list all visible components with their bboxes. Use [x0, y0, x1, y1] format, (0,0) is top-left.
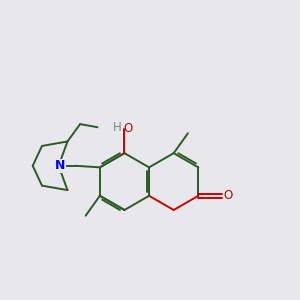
- Text: O: O: [124, 122, 133, 135]
- Text: O: O: [224, 189, 233, 202]
- Text: H: H: [113, 121, 122, 134]
- Text: N: N: [55, 159, 65, 172]
